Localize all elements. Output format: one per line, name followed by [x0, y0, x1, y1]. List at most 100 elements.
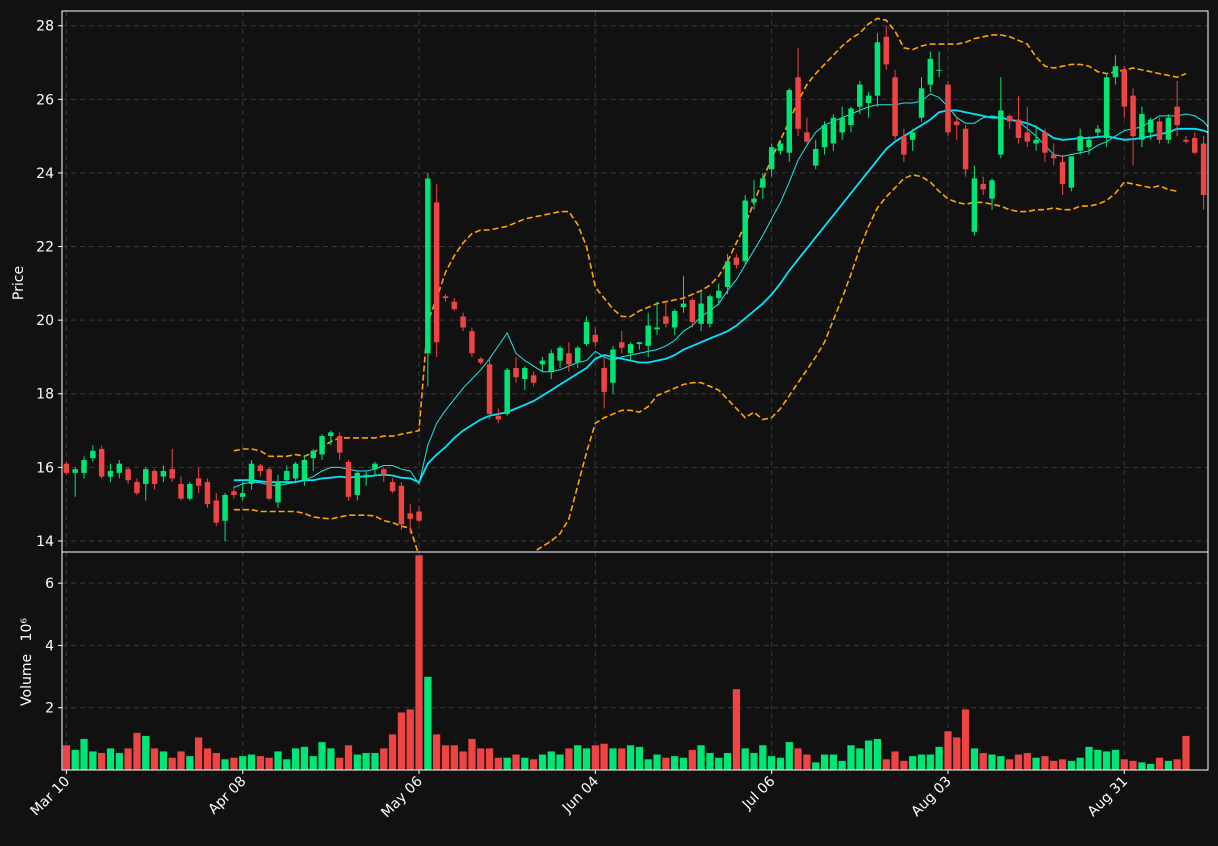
candle	[90, 445, 96, 462]
candle-body	[530, 375, 537, 383]
volume-bar	[256, 755, 265, 771]
volume-bar	[670, 755, 679, 771]
candle	[522, 366, 528, 391]
volume-bar	[961, 709, 970, 771]
candle-body	[231, 491, 237, 495]
candle	[169, 448, 175, 483]
candle-body	[1121, 69, 1127, 107]
price-tick-label: 18	[36, 387, 54, 403]
candle-body	[645, 325, 651, 346]
candles	[63, 25, 1207, 541]
candle-body	[592, 334, 599, 343]
candle	[865, 91, 872, 118]
candle-body	[583, 321, 590, 345]
candle-body	[786, 90, 793, 153]
volume-bar	[159, 751, 168, 771]
volume-bar	[406, 709, 415, 771]
candle	[381, 467, 387, 483]
volume-bar	[988, 754, 996, 771]
candle	[883, 25, 889, 70]
candle	[504, 367, 510, 416]
candle-body	[363, 474, 369, 477]
candle	[151, 469, 158, 490]
candle-body	[663, 316, 669, 324]
volume-bar	[300, 746, 309, 771]
candle	[1174, 80, 1180, 137]
candle-body	[354, 472, 361, 495]
volume-bar	[132, 732, 141, 771]
candle	[1147, 117, 1154, 140]
candle	[610, 345, 616, 394]
candle-body	[1112, 66, 1119, 78]
candle-body	[698, 303, 704, 324]
candle-body	[892, 77, 898, 137]
volume-bar	[362, 752, 371, 771]
candle-body	[760, 178, 766, 188]
candle-body	[248, 463, 255, 484]
candle-body	[204, 482, 211, 505]
volume-bar	[785, 741, 794, 771]
volume-bar	[750, 752, 758, 771]
candle	[354, 471, 361, 501]
candle-body	[504, 369, 510, 414]
volume-bar	[379, 748, 388, 771]
candle-body	[557, 347, 563, 361]
volume-bar	[1146, 763, 1155, 771]
volume-axis-scale: 10⁶	[19, 618, 35, 642]
candle-body	[936, 69, 942, 71]
volume-bar	[1049, 760, 1058, 771]
volume-bar	[679, 757, 688, 771]
candle-body	[81, 459, 87, 473]
candle-body	[1024, 132, 1031, 142]
candle	[795, 47, 801, 137]
candle	[336, 432, 343, 460]
candle-body	[627, 344, 634, 354]
volume-bar	[397, 712, 406, 771]
candle	[213, 493, 220, 527]
candle	[116, 459, 123, 479]
candle-body	[1147, 119, 1154, 133]
volume-bar	[485, 748, 494, 771]
candle-body	[1033, 139, 1039, 144]
candle	[707, 294, 713, 328]
volume-bar	[388, 734, 397, 771]
candle	[222, 493, 228, 541]
candle-body	[619, 342, 625, 348]
volume-panel: 2 4 6 Volume 10⁶	[19, 551, 1209, 771]
candle	[777, 139, 784, 155]
volume-bar	[1137, 762, 1146, 771]
volume-bar	[1040, 755, 1049, 771]
candle-body	[160, 471, 167, 477]
candle	[1015, 95, 1022, 144]
candle-body	[751, 198, 757, 203]
candle	[645, 312, 651, 357]
candle	[257, 463, 264, 477]
candle	[125, 467, 131, 484]
candle	[266, 467, 272, 501]
candle-body	[1200, 143, 1207, 196]
volume-bar	[1058, 758, 1067, 771]
candle-body	[998, 110, 1004, 155]
volume-bar	[661, 757, 670, 771]
price-panel: 14 16 18 20 22 24 26 28 Price	[11, 10, 1209, 553]
candle-body	[425, 178, 431, 354]
candle	[654, 301, 660, 335]
candle	[319, 434, 325, 460]
candle	[160, 465, 167, 483]
volume-bar	[970, 748, 979, 771]
candle-body	[195, 478, 202, 486]
volume-bar	[62, 744, 71, 771]
candle	[760, 172, 766, 199]
volume-bar	[1093, 749, 1102, 771]
candle-body	[1077, 136, 1083, 151]
volume-bar	[71, 749, 80, 771]
candle	[187, 482, 193, 501]
volume-bar	[415, 554, 423, 771]
candle	[583, 316, 590, 346]
candle	[239, 482, 246, 501]
candle	[1033, 125, 1039, 151]
candle	[1086, 136, 1092, 155]
candle-body	[389, 482, 396, 492]
candle-body	[1174, 106, 1180, 126]
